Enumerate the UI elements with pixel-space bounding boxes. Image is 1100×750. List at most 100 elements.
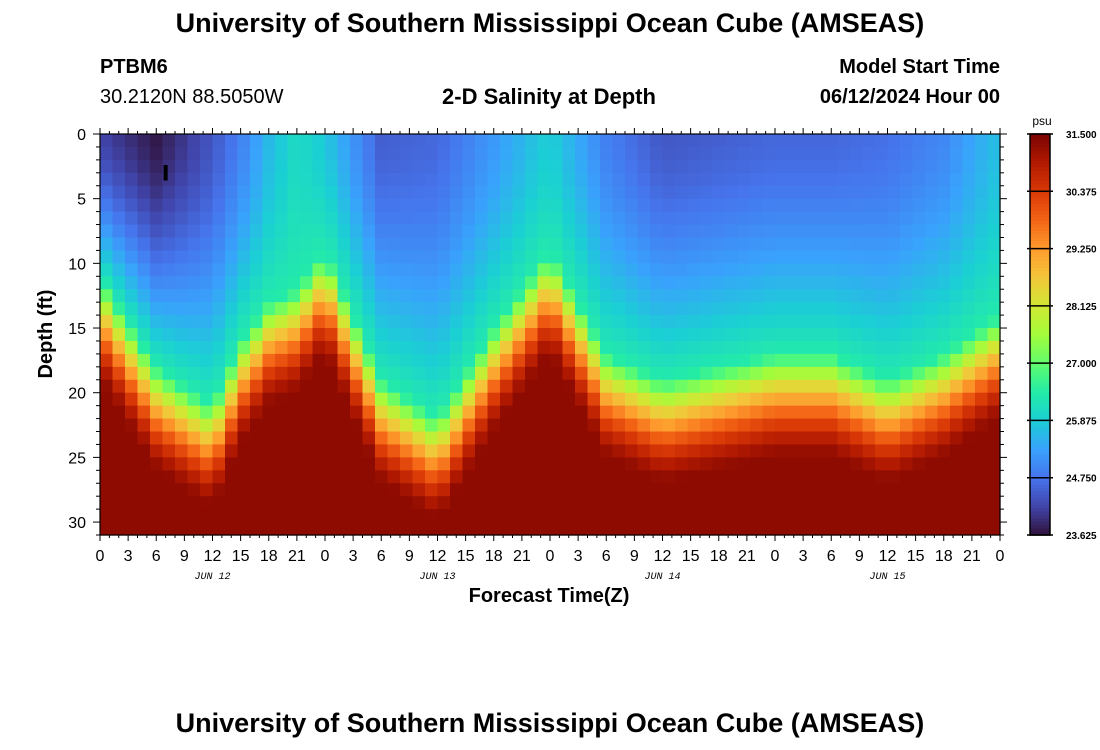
- heatmap-cell: [187, 315, 201, 329]
- heatmap-cell: [737, 237, 751, 252]
- heatmap-cell: [287, 405, 301, 420]
- heatmap-cell: [337, 328, 351, 342]
- heatmap-cell: [100, 457, 114, 471]
- x-day-label: JUN 14: [644, 572, 680, 583]
- colorbar-segment: [1030, 214, 1050, 219]
- heatmap-cell: [762, 237, 776, 252]
- heatmap-cell: [137, 134, 151, 148]
- heatmap-cell: [250, 328, 264, 342]
- heatmap-cell: [562, 146, 576, 161]
- heatmap-cell: [237, 509, 251, 523]
- heatmap-cell: [850, 379, 864, 394]
- heatmap-cell: [412, 250, 426, 264]
- heatmap-cell: [962, 315, 976, 329]
- heatmap-cell: [137, 444, 151, 458]
- heatmap-cell: [487, 134, 501, 148]
- heatmap-cell: [137, 302, 151, 316]
- heatmap-cell: [575, 250, 589, 264]
- heatmap-cell: [950, 146, 964, 161]
- heatmap-cell: [450, 224, 464, 239]
- heatmap-cell: [725, 315, 739, 329]
- heatmap-cell: [300, 289, 314, 303]
- heatmap-cell: [525, 405, 539, 420]
- heatmap-cell: [300, 483, 314, 497]
- heatmap-cell: [187, 302, 201, 316]
- heatmap-cell: [712, 146, 726, 161]
- heatmap-cell: [750, 185, 764, 200]
- heatmap-cell: [137, 276, 151, 290]
- heatmap-cell: [150, 302, 164, 316]
- heatmap-cell: [962, 263, 976, 277]
- heatmap-cell: [487, 457, 501, 471]
- heatmap-cell: [812, 392, 826, 407]
- heatmap-cell: [987, 509, 1001, 523]
- heatmap-cell: [362, 392, 376, 407]
- heatmap-cell: [600, 522, 614, 536]
- heatmap-cell: [700, 134, 714, 148]
- heatmap-cell: [525, 483, 539, 497]
- heatmap-cell: [275, 237, 289, 252]
- heatmap-cell: [887, 276, 901, 290]
- x-tick-label: 3: [349, 548, 358, 565]
- heatmap-cell: [625, 185, 639, 200]
- heatmap-cell: [837, 470, 851, 484]
- heatmap-cell: [850, 483, 864, 497]
- plot-title: 2-D Salinity at Depth: [442, 84, 656, 109]
- heatmap-cell: [675, 392, 689, 407]
- heatmap-cell: [925, 250, 939, 264]
- x-tick-label: 18: [935, 548, 953, 565]
- heatmap-cell: [837, 457, 851, 471]
- heatmap-cell: [525, 146, 539, 161]
- heatmap-cell: [375, 224, 389, 239]
- heatmap-cell: [500, 431, 514, 446]
- heatmap-cell: [587, 418, 601, 433]
- heatmap-cell: [812, 470, 826, 484]
- heatmap-cell: [962, 224, 976, 239]
- heatmap-cell: [837, 263, 851, 277]
- heatmap-cell: [162, 418, 176, 433]
- heatmap-cell: [650, 315, 664, 329]
- heatmap-cell: [700, 522, 714, 536]
- heatmap-cell: [600, 263, 614, 277]
- heatmap-cell: [850, 418, 864, 433]
- heatmap-cell: [400, 134, 414, 148]
- heatmap-cell: [812, 237, 826, 252]
- heatmap-cell: [212, 302, 226, 316]
- heatmap-cell: [162, 457, 176, 471]
- heatmap-cell: [500, 353, 514, 368]
- heatmap-cell: [100, 159, 114, 174]
- heatmap-cell: [312, 289, 326, 303]
- heatmap-cell: [337, 483, 351, 497]
- heatmap-cell: [987, 496, 1001, 510]
- heatmap-cell: [462, 237, 476, 252]
- heatmap-cell: [250, 392, 264, 407]
- heatmap-cell: [500, 185, 514, 200]
- heatmap-cell: [700, 340, 714, 355]
- heatmap-cell: [675, 366, 689, 381]
- heatmap-cell: [825, 496, 839, 510]
- heatmap-cell: [325, 483, 339, 497]
- heatmap-cell: [162, 224, 176, 239]
- heatmap-cell: [450, 496, 464, 510]
- heatmap-cell: [612, 496, 626, 510]
- heatmap-cell: [862, 159, 876, 174]
- heatmap-cell: [512, 276, 526, 290]
- heatmap-cell: [475, 315, 489, 329]
- heatmap-cell: [725, 289, 739, 303]
- heatmap-cell: [337, 522, 351, 536]
- heatmap-cell: [825, 328, 839, 342]
- heatmap-cell: [600, 470, 614, 484]
- heatmap-cell: [150, 340, 164, 355]
- heatmap-cell: [637, 276, 651, 290]
- heatmap-cell: [700, 392, 714, 407]
- heatmap-cell: [650, 431, 664, 446]
- heatmap-cell: [537, 134, 551, 148]
- heatmap-cell: [287, 315, 301, 329]
- heatmap-cell: [225, 211, 239, 226]
- heatmap-cell: [925, 353, 939, 368]
- heatmap-cell: [975, 496, 989, 510]
- heatmap-cell: [787, 198, 801, 213]
- heatmap-cell: [100, 263, 114, 277]
- heatmap-cell: [487, 224, 501, 239]
- heatmap-cell: [350, 379, 364, 394]
